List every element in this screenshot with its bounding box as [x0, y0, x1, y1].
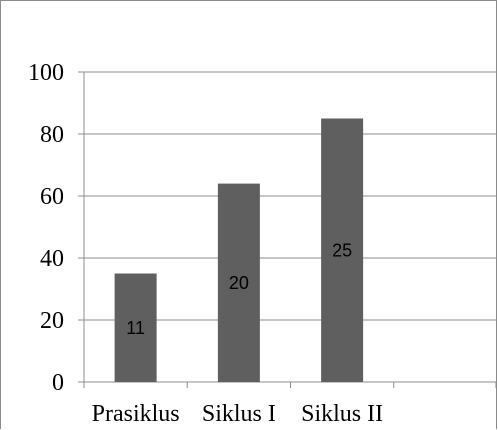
y-tick-label-40: 40: [40, 246, 64, 272]
bar-siklus-ii: [321, 118, 364, 382]
y-tick-label-20: 20: [40, 308, 64, 334]
x-tick-label-prasiklus: Prasiklus: [92, 401, 180, 427]
x-tick-label-siklus-ii: Siklus II: [301, 401, 383, 427]
x-tick-label-siklus-i: Siklus I: [202, 401, 276, 427]
labels: 0 20 40 60 80 100 11 Prasiklus 20 Siklus I 25 Siklu…: [28, 60, 383, 427]
y-tick-label-100: 100: [28, 60, 64, 86]
bar-siklus-i: [217, 183, 260, 382]
y-tick-label-80: 80: [40, 122, 64, 148]
bar-prasiklus: [114, 273, 157, 382]
data-label-siklus-i: 20: [229, 273, 249, 293]
data-label-prasiklus: 11: [126, 318, 145, 338]
y-tick-label-60: 60: [40, 184, 64, 210]
y-tick-label-0: 0: [52, 370, 64, 396]
bars: [114, 118, 364, 382]
data-label-siklus-ii: 25: [332, 240, 352, 260]
